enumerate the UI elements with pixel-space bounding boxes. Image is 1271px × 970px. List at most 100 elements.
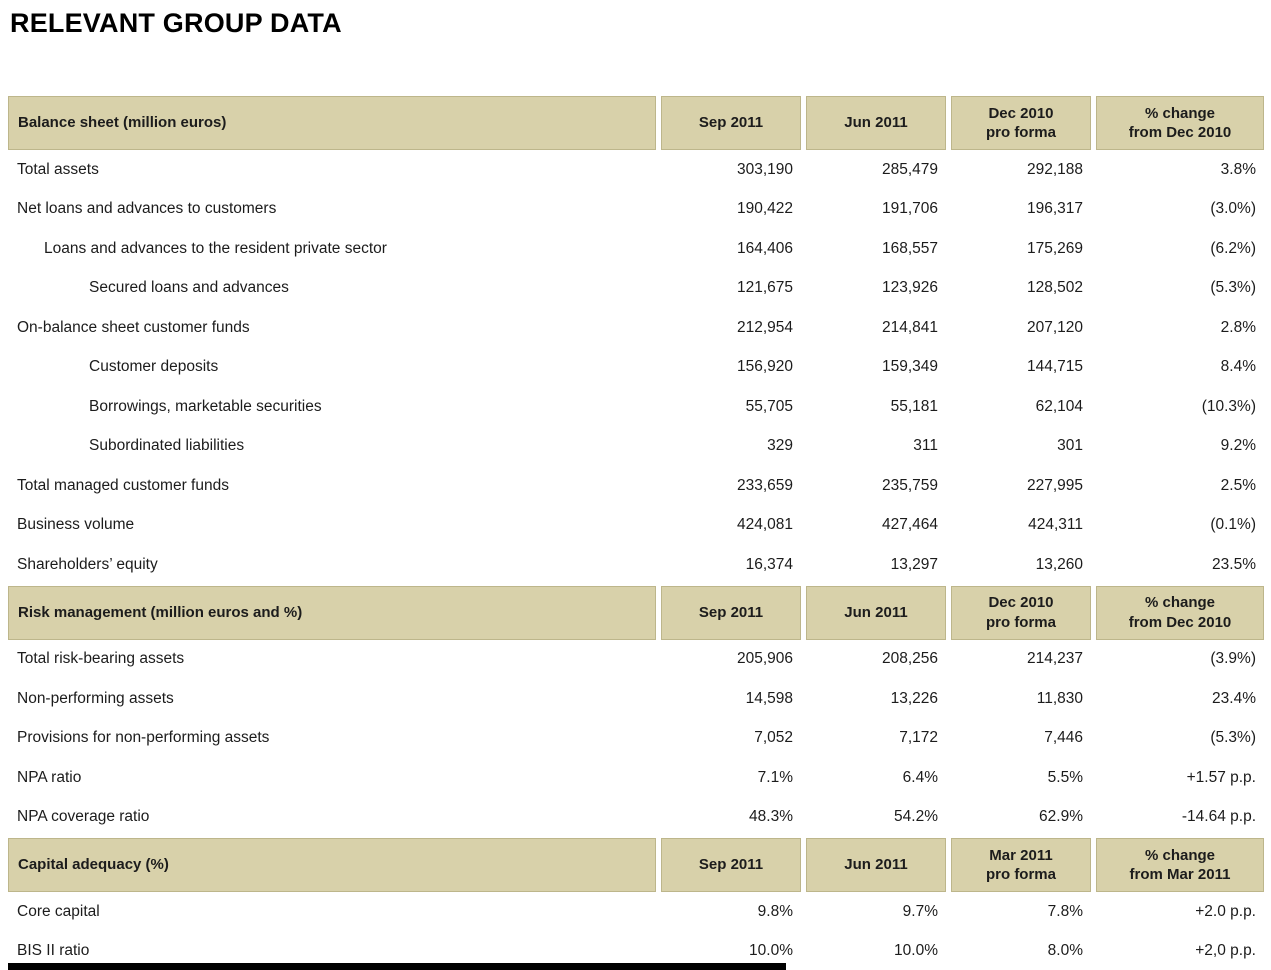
- data-row: Loans and advances to the resident priva…: [8, 229, 1264, 269]
- column-header: % change from Dec 2010: [1096, 585, 1264, 640]
- row-label: Total assets: [17, 160, 99, 178]
- cell-value: 235,759: [881, 476, 938, 494]
- data-row: Customer deposits 156,920 159,349 144,715 8.…: [8, 348, 1264, 388]
- cell-value: (0.1%): [1210, 516, 1256, 534]
- cell-value: +2.0 p.p.: [1195, 902, 1256, 920]
- cell-value: 7,052: [754, 729, 793, 747]
- column-header: Sep 2011: [661, 585, 801, 640]
- cell-value: +1.57 p.p.: [1186, 768, 1256, 786]
- cell-value: 5.5%: [1047, 768, 1083, 786]
- cell-value: 208,256: [881, 650, 938, 668]
- cell-value: 2.5%: [1220, 476, 1256, 494]
- row-label: Total risk-bearing assets: [17, 650, 185, 668]
- column-header: Sep 2011: [661, 96, 801, 150]
- cell-value: +2,0 p.p.: [1195, 942, 1256, 960]
- cell-value: 205,906: [736, 650, 793, 668]
- row-label: Business volume: [17, 516, 135, 534]
- column-header: Jun 2011: [806, 96, 946, 150]
- cell-value: 9.2%: [1220, 437, 1256, 455]
- row-label: Net loans and advances to customers: [17, 200, 277, 218]
- section-header-row: Risk management (million euros and %) Sep…: [8, 585, 1264, 640]
- cell-value: (10.3%): [1201, 397, 1256, 415]
- data-row: On-balance sheet customer funds 212,954 21…: [8, 308, 1264, 348]
- cell-value: 227,995: [1026, 476, 1083, 494]
- cell-value: 55,705: [745, 397, 793, 415]
- cell-value: (3.0%): [1210, 200, 1256, 218]
- page-title: RELEVANT GROUP DATA: [10, 8, 342, 38]
- column-header: Dec 2010 pro forma: [951, 585, 1091, 640]
- data-row: NPA coverage ratio 48.3% 54.2% 62.9% -14.64 …: [8, 798, 1264, 838]
- row-label: Core capital: [17, 902, 100, 920]
- cell-value: 121,675: [736, 279, 793, 297]
- cell-value: 191,706: [881, 200, 938, 218]
- cell-value: 212,954: [736, 318, 793, 336]
- cell-value: 11,830: [1036, 689, 1083, 707]
- cell-value: 3.8%: [1220, 160, 1256, 178]
- cell-value: 8.0%: [1047, 942, 1083, 960]
- group-data-table: Balance sheet (million euros) Sep 2011 Jun…: [8, 95, 1264, 970]
- cell-value: 62.9%: [1039, 808, 1083, 826]
- column-header: Jun 2011: [806, 838, 946, 892]
- row-label: NPA coverage ratio: [17, 808, 150, 826]
- cell-value: (5.3%): [1210, 279, 1256, 297]
- cell-value: 301: [1057, 437, 1083, 455]
- cell-value: 2.8%: [1220, 318, 1256, 336]
- cell-value: 424,081: [736, 516, 793, 534]
- cell-value: 329: [767, 437, 793, 455]
- cell-value: 48.3%: [749, 808, 793, 826]
- data-row: Core capital 9.8% 9.7% 7.8% +2.0 p.p.: [8, 892, 1264, 932]
- cell-value: 164,406: [736, 239, 793, 257]
- cell-value: 23.5%: [1212, 555, 1256, 573]
- cell-value: 9.7%: [902, 902, 938, 920]
- data-row: BIS II ratio 10.0% 10.0% 8.0% +2,0 p.p.: [8, 932, 1264, 970]
- cell-value: (3.9%): [1210, 650, 1256, 668]
- data-row: Provisions for non-performing assets 7,05…: [8, 719, 1264, 759]
- row-label: On-balance sheet customer funds: [17, 318, 250, 336]
- cell-value: 13,297: [890, 555, 938, 573]
- cell-value: 214,237: [1026, 650, 1083, 668]
- cell-value: 9.8%: [757, 902, 793, 920]
- next-section-bar: [8, 963, 786, 970]
- cell-value: 311: [913, 437, 938, 455]
- cell-value: 62,104: [1035, 397, 1083, 415]
- data-row: Net loans and advances to customers 190,4…: [8, 190, 1264, 230]
- cell-value: 13,260: [1035, 555, 1083, 573]
- column-header: Sep 2011: [661, 838, 801, 892]
- section-header-row: Balance sheet (million euros) Sep 2011 Jun…: [8, 96, 1264, 150]
- data-row: NPA ratio 7.1% 6.4% 5.5% +1.57 p.p.: [8, 758, 1264, 798]
- cell-value: -14.64 p.p.: [1181, 808, 1256, 826]
- row-label: Subordinated liabilities: [89, 437, 245, 455]
- section-header-row: Capital adequacy (%) Sep 2011 Jun 2011 Mar …: [8, 838, 1264, 892]
- row-label: Loans and advances to the resident priva…: [44, 239, 387, 257]
- row-label: BIS II ratio: [17, 942, 90, 960]
- row-label: Secured loans and advances: [89, 279, 289, 297]
- row-label: Non-performing assets: [17, 689, 174, 707]
- cell-value: 427,464: [881, 516, 938, 534]
- cell-value: 55,181: [890, 397, 938, 415]
- data-row: Total managed customer funds 233,659 235,7…: [8, 466, 1264, 506]
- cell-value: 14,598: [745, 689, 793, 707]
- section-title: Capital adequacy (%): [8, 838, 656, 892]
- cell-value: 8.4%: [1220, 358, 1256, 376]
- column-header: % change from Dec 2010: [1096, 96, 1264, 150]
- section-title: Balance sheet (million euros): [8, 96, 656, 150]
- cell-value: 7.8%: [1047, 902, 1083, 920]
- cell-value: 207,120: [1026, 318, 1083, 336]
- cell-value: 190,422: [736, 200, 793, 218]
- cell-value: 13,226: [890, 689, 938, 707]
- cell-value: 6.4%: [902, 768, 938, 786]
- row-label: Total managed customer funds: [17, 476, 229, 494]
- cell-value: 233,659: [736, 476, 793, 494]
- data-row: Shareholders’ equity 16,374 13,297 13,260 23…: [8, 545, 1264, 585]
- cell-value: 54.2%: [894, 808, 938, 826]
- cell-value: 123,926: [881, 279, 938, 297]
- row-label: Provisions for non-performing assets: [17, 729, 270, 747]
- data-row: Secured loans and advances 121,675 123,926…: [8, 269, 1264, 309]
- cell-value: 292,188: [1026, 160, 1083, 178]
- cell-value: 285,479: [881, 160, 938, 178]
- cell-value: (5.3%): [1210, 729, 1256, 747]
- column-header: Dec 2010 pro forma: [951, 96, 1091, 150]
- cell-value: 175,269: [1026, 239, 1083, 257]
- cell-value: 156,920: [736, 358, 793, 376]
